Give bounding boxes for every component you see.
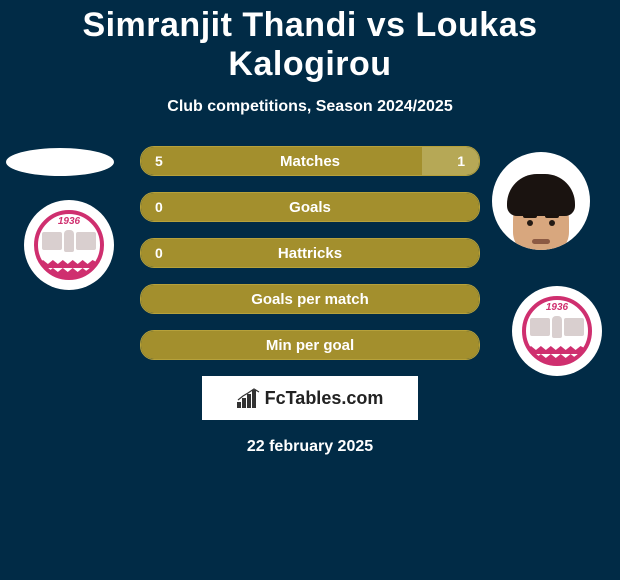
stat-row: Goals0 — [140, 192, 480, 222]
stat-bars: Matches51Goals0Hattricks0Goals per match… — [140, 146, 480, 360]
player1-avatar — [6, 148, 114, 176]
player2-avatar — [492, 152, 590, 250]
stat-row: Hattricks0 — [140, 238, 480, 268]
stat-value-left: 5 — [155, 147, 163, 175]
bar-chart-icon — [237, 388, 261, 408]
stat-label: Matches — [141, 147, 479, 175]
stat-label: Min per goal — [141, 331, 479, 359]
comparison-content: 1936 1936 Matches51Goals0Hattricks0Goals… — [0, 146, 620, 360]
player1-club-badge: 1936 — [24, 200, 114, 290]
page-subtitle: Club competitions, Season 2024/2025 — [0, 98, 620, 116]
club-year: 1936 — [522, 302, 592, 313]
stat-label: Goals — [141, 193, 479, 221]
branding-box: FcTables.com — [202, 376, 418, 420]
branding-text: FcTables.com — [265, 388, 384, 409]
page-title: Simranjit Thandi vs Loukas Kalogirou — [0, 0, 620, 84]
date-line: 22 february 2025 — [0, 438, 620, 456]
stat-value-left: 0 — [155, 193, 163, 221]
stat-label: Hattricks — [141, 239, 479, 267]
stat-value-right: 1 — [457, 147, 465, 175]
club-year: 1936 — [34, 216, 104, 227]
stat-row: Min per goal — [140, 330, 480, 360]
stat-row: Matches5 1 — [140, 146, 480, 176]
stat-label: Goals per match — [141, 285, 479, 313]
stat-value-left: 0 — [155, 239, 163, 267]
stat-row: Goals per match — [140, 284, 480, 314]
player2-club-badge: 1936 — [512, 286, 602, 376]
